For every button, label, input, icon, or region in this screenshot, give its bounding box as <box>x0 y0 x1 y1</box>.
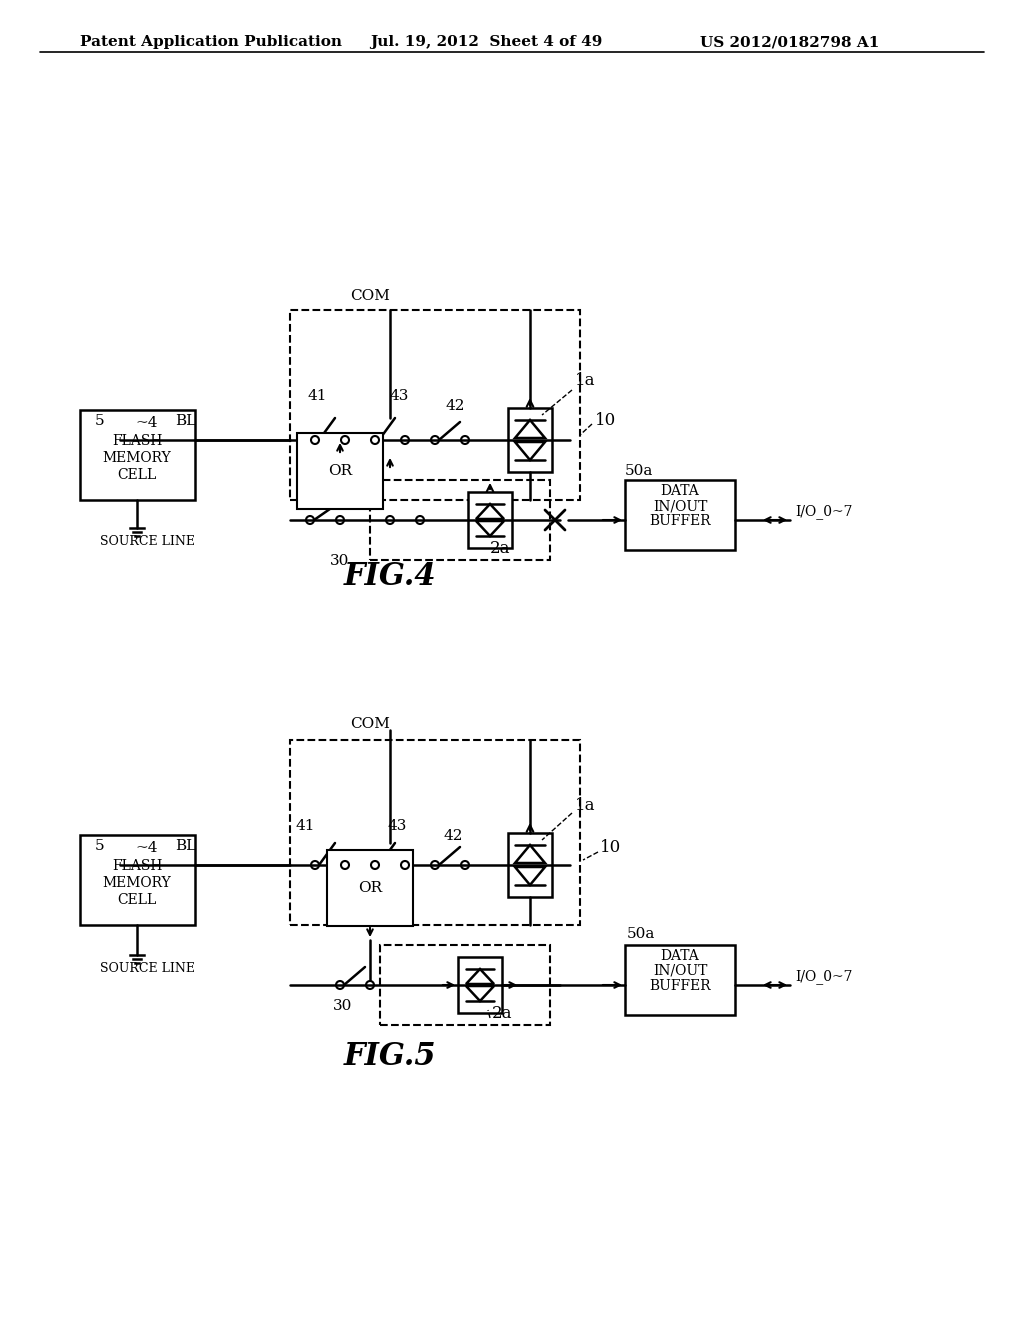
FancyBboxPatch shape <box>625 945 735 1015</box>
FancyBboxPatch shape <box>80 836 195 925</box>
Text: FLASH: FLASH <box>112 859 162 873</box>
Text: Jul. 19, 2012  Sheet 4 of 49: Jul. 19, 2012 Sheet 4 of 49 <box>370 36 602 49</box>
Text: 30: 30 <box>330 554 349 568</box>
FancyBboxPatch shape <box>468 492 512 548</box>
Text: MEMORY: MEMORY <box>102 876 171 890</box>
Text: 43: 43 <box>390 389 410 403</box>
Text: OR: OR <box>358 880 382 895</box>
Text: 42: 42 <box>443 829 463 843</box>
Text: IN/OUT: IN/OUT <box>653 499 708 513</box>
Text: ~4: ~4 <box>135 841 158 855</box>
Bar <box>370 480 550 560</box>
Text: COM: COM <box>350 289 390 304</box>
Bar <box>290 310 580 500</box>
Text: 43: 43 <box>387 818 407 833</box>
Text: SOURCE LINE: SOURCE LINE <box>100 535 195 548</box>
Text: FIG.5: FIG.5 <box>344 1041 436 1072</box>
FancyBboxPatch shape <box>625 480 735 550</box>
Text: CELL: CELL <box>118 469 157 482</box>
FancyBboxPatch shape <box>508 408 552 473</box>
FancyBboxPatch shape <box>458 957 502 1012</box>
Text: 5: 5 <box>95 840 104 853</box>
Text: 42: 42 <box>445 399 465 413</box>
Text: MEMORY: MEMORY <box>102 451 171 465</box>
Text: BUFFER: BUFFER <box>649 979 711 993</box>
Text: 50a: 50a <box>625 465 653 478</box>
Text: 41: 41 <box>307 389 327 403</box>
Text: CELL: CELL <box>118 894 157 907</box>
FancyBboxPatch shape <box>80 411 195 500</box>
Text: BL: BL <box>175 414 197 428</box>
Text: ~4: ~4 <box>135 416 158 430</box>
Text: US 2012/0182798 A1: US 2012/0182798 A1 <box>700 36 880 49</box>
Text: FIG.4: FIG.4 <box>344 561 436 591</box>
Text: 50a: 50a <box>627 927 655 941</box>
Text: I/O_0~7: I/O_0~7 <box>795 969 853 983</box>
Text: DATA: DATA <box>660 949 699 964</box>
Text: 30: 30 <box>333 999 352 1012</box>
Text: 1a: 1a <box>575 372 596 389</box>
Text: 1a: 1a <box>575 797 596 814</box>
Text: IN/OUT: IN/OUT <box>653 964 708 978</box>
Text: SOURCE LINE: SOURCE LINE <box>100 962 195 975</box>
Text: FLASH: FLASH <box>112 434 162 447</box>
Text: BL: BL <box>175 840 197 853</box>
Text: Patent Application Publication: Patent Application Publication <box>80 36 342 49</box>
Bar <box>290 741 580 925</box>
Text: 2a: 2a <box>492 1005 512 1022</box>
FancyBboxPatch shape <box>508 833 552 898</box>
Text: OR: OR <box>328 465 352 478</box>
Text: 10: 10 <box>600 840 622 855</box>
Text: DATA: DATA <box>660 484 699 498</box>
Text: 2a: 2a <box>490 540 511 557</box>
Text: COM: COM <box>350 717 390 731</box>
Bar <box>380 945 550 1026</box>
Text: 5: 5 <box>95 414 104 428</box>
Text: I/O_0~7: I/O_0~7 <box>795 504 853 519</box>
Text: 41: 41 <box>295 818 314 833</box>
Text: BUFFER: BUFFER <box>649 513 711 528</box>
Text: 10: 10 <box>595 412 616 429</box>
